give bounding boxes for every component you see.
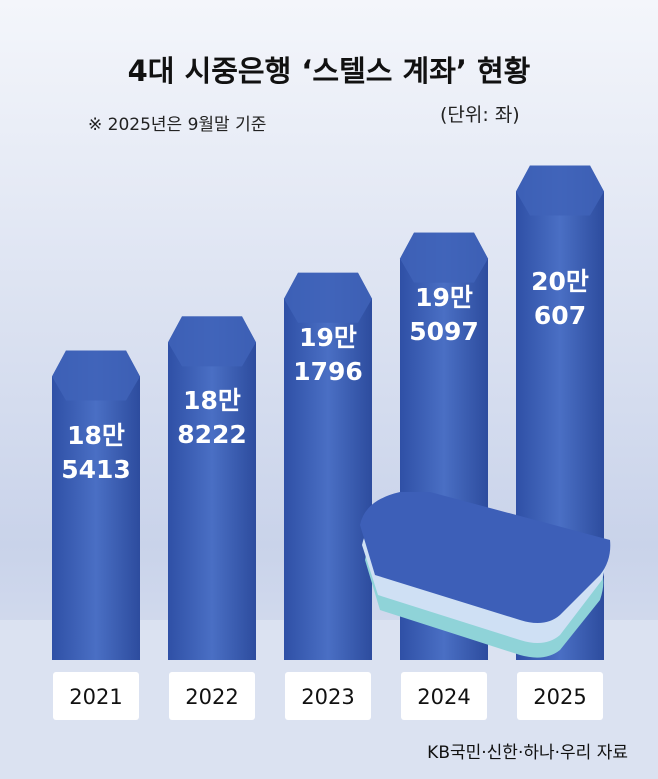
bar-cap [400, 232, 488, 283]
year-box [517, 672, 603, 720]
wallet-flap [360, 492, 611, 624]
x-tick-label: 2023 [301, 685, 354, 709]
unit: (단위: 좌) [440, 104, 520, 126]
year-box [401, 672, 487, 720]
bar [284, 272, 372, 660]
bar [168, 316, 256, 660]
chart-title: 4대 시중은행 ‘스텔스 계좌’ 현황 [127, 54, 531, 88]
value-label: 18만 8222 [177, 386, 247, 450]
bar-cap [52, 350, 140, 401]
bar [52, 350, 140, 660]
bar-cap [284, 272, 372, 323]
subtitle: ※ 2025년은 9월말 기준 [88, 115, 267, 135]
value-label: 19만 1796 [293, 322, 363, 386]
x-tick-label: 2025 [533, 685, 586, 709]
value-label: 19만 5097 [409, 282, 479, 346]
bar-cap [516, 165, 604, 216]
value-label: 18만 5413 [61, 420, 131, 484]
bar-cap [168, 316, 256, 367]
x-tick-label: 2024 [417, 685, 470, 709]
year-box [285, 672, 371, 720]
year-box [169, 672, 255, 720]
year-box [53, 672, 139, 720]
x-tick-label: 2022 [185, 685, 238, 709]
value-label: 20만 607 [531, 267, 589, 331]
x-tick-label: 2021 [69, 685, 122, 709]
source: KB국민·신한·하나·우리 자료 [427, 743, 628, 763]
